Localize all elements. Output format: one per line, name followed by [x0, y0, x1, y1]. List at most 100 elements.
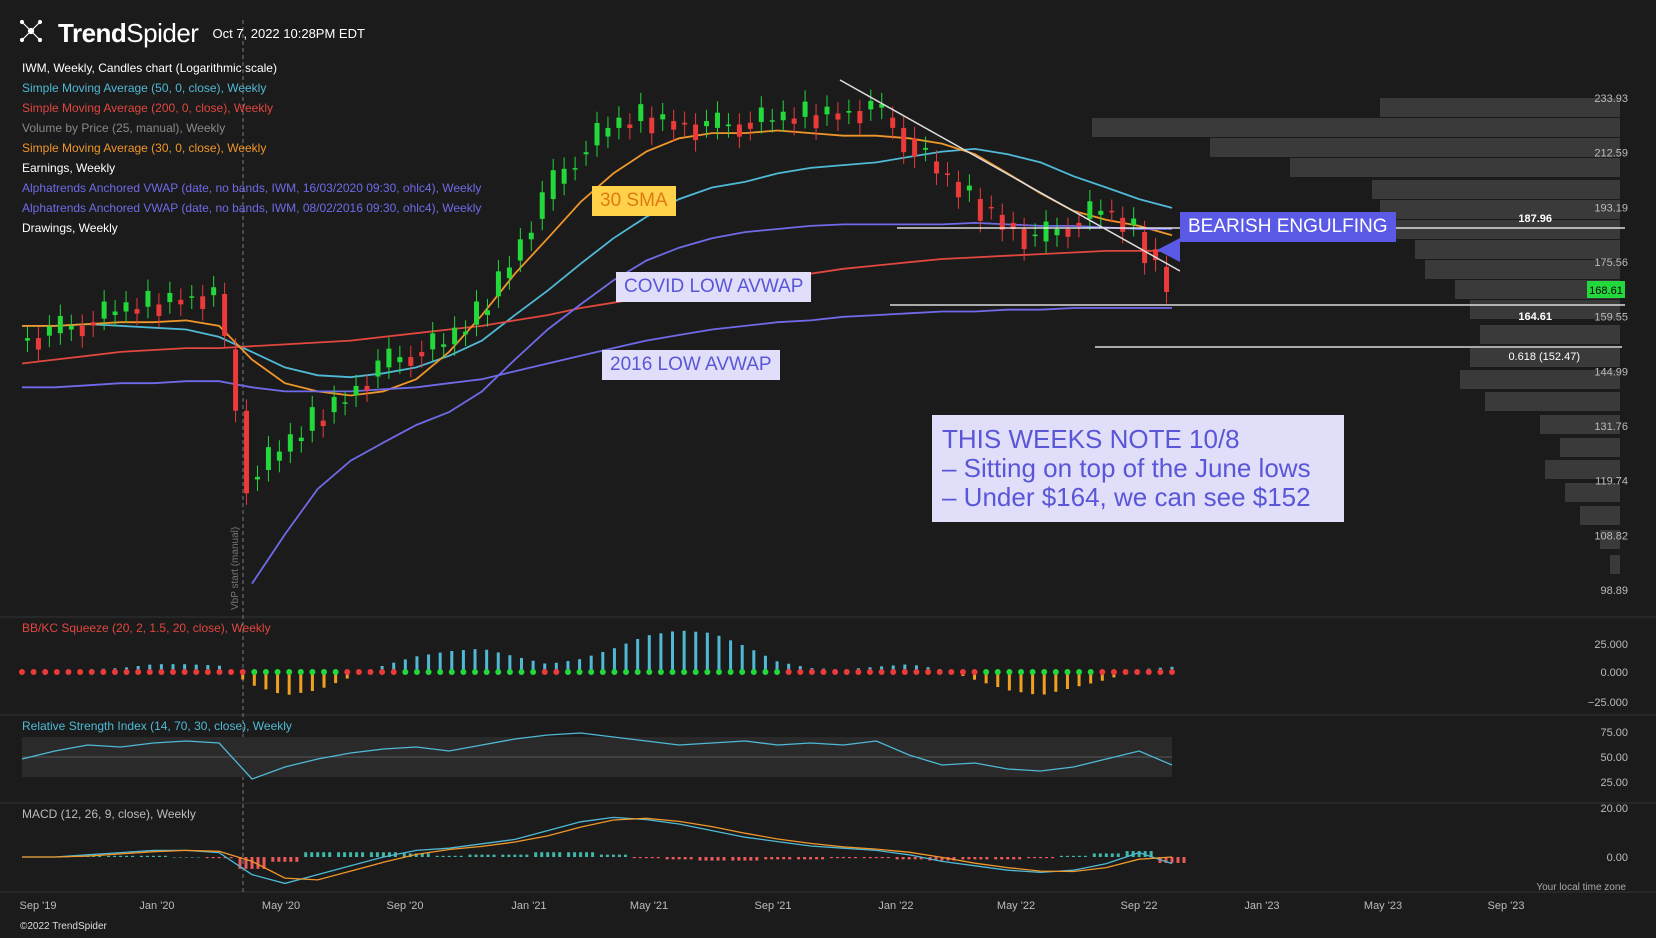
macd-hist-bar: [710, 857, 714, 861]
macd-hist-bar: [295, 857, 299, 862]
squeeze-dot: [541, 669, 548, 675]
timestamp: Oct 7, 2022 10:28PM EDT: [212, 26, 365, 41]
vbp-bar: [1540, 415, 1620, 434]
squeeze-bar: [1100, 672, 1104, 681]
candle-body: [254, 476, 260, 480]
candle-body: [452, 327, 458, 345]
candle-body: [134, 309, 140, 314]
squeeze-dot: [1029, 669, 1036, 675]
squeeze-bar: [694, 631, 698, 672]
macd-hist-bar: [782, 857, 786, 860]
squeeze-bar: [276, 672, 280, 694]
macd-hist-bar: [256, 857, 260, 869]
panel-separators: [0, 616, 1656, 893]
time-axis: Sep '19 Jan '20 May '20 Sep '20 Jan '21 May '…: [20, 900, 1525, 912]
macd-hist-bar: [381, 852, 385, 857]
vbp-bar: [1480, 325, 1620, 344]
resistance-label: 187.96: [1518, 213, 1552, 225]
squeeze-bar: [914, 665, 918, 672]
legend-entry[interactable]: Earnings, Weekly: [22, 161, 116, 175]
macd-hist-bar: [862, 857, 866, 859]
legend-entry[interactable]: IWM, Weekly, Candles chart (Logarithmic …: [22, 61, 277, 75]
candle-body: [966, 185, 972, 191]
macd-hist-bar: [716, 857, 720, 861]
squeeze-bar: [566, 660, 570, 672]
squeeze-dot: [239, 669, 246, 675]
macd-hist-bar: [343, 852, 347, 857]
candle-body: [704, 121, 710, 127]
macd-hist-bar: [513, 854, 517, 857]
macd-hist-bar: [387, 852, 391, 857]
legend-entry[interactable]: Volume by Price (25, manual), Weekly: [22, 121, 226, 135]
rsi-tick-label: 50.00: [1600, 752, 1628, 764]
squeeze-dot: [890, 669, 897, 675]
squeeze-bar: [903, 664, 907, 672]
squeeze-dot: [146, 669, 153, 675]
squeeze-bar: [612, 648, 616, 672]
time-tick-label: Sep '23: [1488, 900, 1525, 912]
squeeze-bar: [973, 672, 977, 680]
squeeze-bar: [334, 672, 338, 684]
legend-entry[interactable]: Simple Moving Average (50, 0, close), We…: [22, 81, 267, 95]
candle-body: [682, 122, 688, 125]
macd-hist-bar: [886, 857, 890, 859]
macd-hist-bar: [1071, 855, 1075, 857]
candle-body: [736, 124, 742, 137]
macd-hist-bar: [1006, 857, 1010, 860]
macd-hist-bar: [776, 857, 780, 860]
legend-entry[interactable]: Simple Moving Average (200, 0, close), W…: [22, 101, 274, 115]
squeeze-bar: [461, 650, 465, 672]
macd-hist-bar: [650, 857, 654, 859]
candle-body: [1109, 210, 1115, 213]
squeeze-dot: [19, 669, 25, 675]
macd-hist-bar: [501, 854, 505, 857]
macd-hist-bar: [1170, 857, 1174, 863]
brand-name: TrendSpider: [58, 18, 199, 48]
squeeze-dot: [506, 669, 513, 675]
candle-body: [1010, 222, 1016, 230]
legend-entry[interactable]: Simple Moving Average (30, 0, close), We…: [22, 141, 267, 155]
squeeze-dot: [808, 669, 815, 675]
candle-body: [572, 168, 578, 170]
squeeze-dot: [820, 669, 827, 675]
candle-body: [331, 396, 337, 413]
macd-hist-bar: [821, 857, 825, 860]
squeeze-dot: [1087, 669, 1094, 675]
squeeze-dot: [785, 669, 792, 675]
vbp-start-label: VbP start (manual): [230, 527, 241, 610]
squeeze-dot: [1017, 669, 1024, 675]
squeeze-histogram: BB/KC Squeeze (20, 2, 1.5, 20, close), W…: [19, 621, 1628, 709]
macd-hist-bar: [638, 857, 642, 859]
macd-hist-bar: [1012, 857, 1016, 860]
squeeze-dot: [158, 669, 165, 675]
note-line-1: – Sitting on top of the June lows: [942, 453, 1311, 483]
macd-hist-bar: [689, 857, 693, 860]
squeeze-dot: [1052, 669, 1059, 675]
legend-entry[interactable]: Drawings, Weekly: [22, 221, 118, 235]
last-price-label: 168.61: [1589, 285, 1623, 297]
macd-hist-bar: [426, 853, 430, 857]
candle-body: [780, 111, 786, 121]
squeeze-dot: [646, 669, 653, 675]
candle-body: [791, 118, 797, 124]
macd-hist-bar: [468, 854, 472, 857]
candle-body: [802, 101, 808, 117]
squeeze-bar: [1031, 672, 1035, 695]
price-tick-label: 108.82: [1594, 530, 1628, 542]
macd-hist-bar: [1164, 857, 1168, 863]
squeeze-dot: [181, 669, 188, 675]
squeeze-dot: [1157, 669, 1164, 675]
candle-body: [835, 113, 841, 120]
squeeze-dot: [1134, 669, 1141, 675]
legend-entry[interactable]: Alphatrends Anchored VWAP (date, no band…: [22, 201, 482, 215]
squeeze-bar: [1019, 672, 1023, 693]
brand-bar: TrendSpider Oct 7, 2022 10:28PM EDT: [18, 18, 365, 49]
macd-hist-bar: [698, 857, 702, 861]
macd-hist-bar: [125, 855, 129, 857]
squeeze-dot: [983, 669, 990, 675]
macd-hist-bar: [895, 857, 899, 860]
legend-entry[interactable]: Alphatrends Anchored VWAP (date, no band…: [22, 181, 482, 195]
candle-body: [693, 124, 699, 141]
macd-hist-bar: [874, 857, 878, 859]
vbp-bar: [1600, 530, 1620, 549]
